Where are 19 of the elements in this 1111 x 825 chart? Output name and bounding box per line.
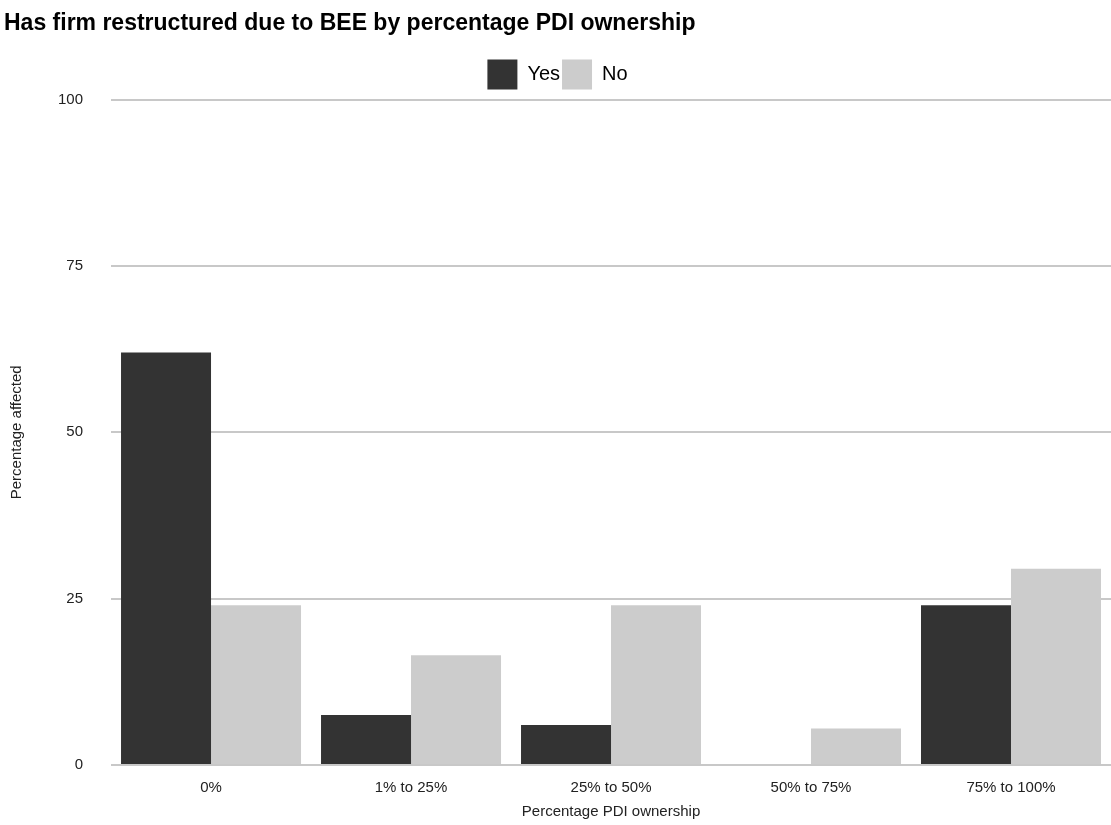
bar <box>121 352 212 764</box>
bar <box>921 605 1011 764</box>
y-tick-label: 100 <box>58 89 84 107</box>
legend-label: Yes <box>527 62 561 85</box>
bar <box>321 715 412 764</box>
y-tick-label: 25 <box>66 588 84 606</box>
x-tick-label: 25% to 50% <box>570 778 652 796</box>
x-axis-title: Percentage PDI ownership <box>521 802 701 820</box>
x-tick-label: 50% to 75% <box>770 778 852 796</box>
legend-label: No <box>602 62 628 85</box>
bar <box>521 725 612 764</box>
x-tick-label: 1% to 25% <box>374 778 448 796</box>
y-tick-label: 0 <box>74 755 84 773</box>
y-tick-label: 50 <box>66 422 84 440</box>
chart-title: Has firm restructured due to BEE by percentage PDI ownership <box>4 9 696 36</box>
x-tick-label: 0% <box>200 778 222 796</box>
y-tick-label: 75 <box>66 256 84 274</box>
y-axis-title: Percentage affected <box>7 365 25 500</box>
x-tick-label: 75% to 100% <box>966 778 1056 796</box>
